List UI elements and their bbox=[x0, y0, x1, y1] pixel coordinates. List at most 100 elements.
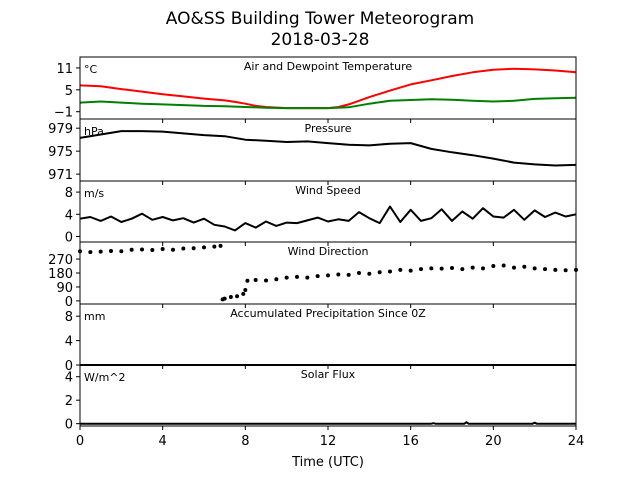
panel-4-point-13 bbox=[212, 244, 217, 249]
panel-4-point-49 bbox=[532, 266, 537, 271]
panel-2-ytick-label-0: 971 bbox=[48, 168, 73, 183]
panel-3-ytick-label-2: 8 bbox=[65, 186, 73, 201]
panel-4-point-36 bbox=[398, 267, 403, 272]
panel-6-ytick-label-1: 2 bbox=[65, 394, 73, 409]
figure-title: AO&SS Building Tower Meteorogram bbox=[166, 9, 474, 29]
panel-4-point-12 bbox=[202, 245, 206, 250]
panel-1-series-1-line bbox=[79, 96, 577, 110]
panel-4-point-44 bbox=[481, 266, 485, 271]
panel-4-point-4 bbox=[119, 249, 124, 254]
panel-5-ytick-label-2: 8 bbox=[65, 310, 73, 325]
panel-1-title: Air and Dewpoint Temperature bbox=[244, 60, 412, 73]
panel-1: −1 5 11 Air and Dewpoint Temperature °C bbox=[54, 56, 577, 123]
panel-4-point-42 bbox=[460, 267, 465, 272]
panel-4-point-39 bbox=[429, 266, 434, 271]
panel-4-point-28 bbox=[315, 274, 320, 279]
panel-4-point-7 bbox=[150, 248, 155, 253]
panel-3-unit-label: m/s bbox=[84, 187, 104, 200]
panel-4-point-50 bbox=[543, 267, 547, 272]
panel-5-unit-label: mm bbox=[84, 310, 105, 323]
panel-4-point-31 bbox=[346, 272, 351, 277]
x-tick-label-2: 8 bbox=[241, 434, 249, 449]
panel-2: 971 975 979 Pressure hPa bbox=[48, 118, 577, 185]
panel-1-ytick-label-0: −1 bbox=[54, 106, 73, 121]
panel-4-point-21 bbox=[245, 278, 250, 283]
panel-4-point-32 bbox=[357, 271, 361, 275]
panel-6-ytick-label-2: 4 bbox=[65, 371, 73, 386]
panel-6-ytick-label-0: 0 bbox=[65, 418, 73, 433]
panel-4-point-10 bbox=[181, 246, 186, 251]
panel-4-point-2 bbox=[98, 249, 103, 254]
panel-5-title: Accumulated Precipitation Since 0Z bbox=[230, 307, 426, 320]
panel-2-title: Pressure bbox=[305, 122, 352, 135]
panel-1-ytick-label-1: 5 bbox=[65, 84, 73, 99]
panel-3: 0 4 8 Wind Speed m/s bbox=[65, 180, 577, 246]
panel-4-point-23 bbox=[264, 278, 268, 283]
panel-4-point-47 bbox=[512, 265, 516, 270]
panel-5-ytick-label-0: 0 bbox=[65, 359, 73, 374]
panel-6-title: Solar Flux bbox=[301, 368, 356, 381]
figure-subtitle: 2018-03-28 bbox=[271, 30, 370, 50]
panel-4-point-30 bbox=[336, 272, 341, 277]
panel-4-point-45 bbox=[491, 264, 496, 269]
panel-2-ytick-label-2: 979 bbox=[48, 122, 73, 137]
panel-4-point-20 bbox=[243, 288, 248, 293]
panel-4-point-37 bbox=[408, 268, 413, 273]
panel-4-ytick-label-1: 90 bbox=[56, 281, 73, 296]
panel-4-point-33 bbox=[367, 271, 372, 276]
panel-4-ytick-label-3: 270 bbox=[48, 253, 73, 268]
panel-4-point-16 bbox=[222, 296, 227, 301]
panel-4-point-52 bbox=[563, 268, 568, 273]
panel-1-ytick-label-2: 11 bbox=[56, 62, 73, 77]
panel-4-title: Wind Direction bbox=[288, 245, 369, 258]
x-tick-label-6: 24 bbox=[568, 434, 585, 449]
panel-4-point-1 bbox=[88, 250, 93, 255]
panel-3-series-0-line bbox=[79, 205, 577, 232]
panel-2-series-0-line bbox=[79, 130, 577, 167]
x-tick-label-5: 20 bbox=[485, 434, 502, 449]
panel-4-point-34 bbox=[377, 270, 382, 275]
x-axis-label: Time (UTC) bbox=[291, 455, 364, 470]
panel-4-point-17 bbox=[228, 295, 233, 300]
panel-4-point-40 bbox=[439, 266, 444, 271]
panel-4-point-41 bbox=[450, 266, 454, 271]
panel-4-point-22 bbox=[253, 277, 258, 282]
panel-4-point-51 bbox=[553, 267, 558, 272]
panel-2-ytick-label-1: 975 bbox=[48, 145, 73, 160]
panel-3-title: Wind Speed bbox=[295, 184, 361, 197]
panel-4-point-46 bbox=[501, 263, 506, 268]
panel-4-point-11 bbox=[191, 246, 196, 251]
panel-4-point-35 bbox=[388, 269, 392, 274]
panel-4-point-29 bbox=[326, 273, 330, 278]
x-tick-label-0: 0 bbox=[76, 434, 84, 449]
panel-5: 0 4 8 Accumulated Precipitation Since 0Z mm bbox=[65, 303, 577, 374]
panel-4-ytick-label-2: 180 bbox=[48, 267, 73, 282]
panel-4-point-8 bbox=[160, 246, 165, 251]
panel-6-unit-label: W/m^2 bbox=[84, 371, 126, 384]
x-tick-label-1: 4 bbox=[159, 434, 167, 449]
panel-4-point-9 bbox=[171, 247, 175, 252]
panel-4-point-38 bbox=[419, 267, 423, 272]
panel-4-point-43 bbox=[470, 265, 475, 270]
panel-4-point-3 bbox=[109, 248, 113, 253]
x-tick-label-4: 16 bbox=[402, 434, 419, 449]
panel-4-point-18 bbox=[235, 294, 240, 299]
panel-4-ytick-label-0: 0 bbox=[65, 295, 73, 310]
panel-4-point-24 bbox=[274, 277, 279, 282]
panel-2-unit-label: hPa bbox=[84, 125, 104, 138]
panel-6-series-0-line bbox=[80, 421, 576, 425]
panel-4-point-48 bbox=[522, 264, 527, 269]
panel-4-point-27 bbox=[305, 275, 310, 280]
panel-4-point-26 bbox=[295, 274, 299, 279]
x-tick-label-3: 12 bbox=[320, 434, 337, 449]
panel-5-ytick-label-1: 4 bbox=[65, 335, 73, 350]
panel-3-ytick-label-0: 0 bbox=[65, 230, 73, 245]
panel-4-point-19 bbox=[241, 291, 246, 296]
panel-4-point-6 bbox=[140, 247, 144, 252]
panel-3-ytick-label-1: 4 bbox=[65, 208, 73, 223]
panel-4-point-25 bbox=[284, 275, 289, 280]
